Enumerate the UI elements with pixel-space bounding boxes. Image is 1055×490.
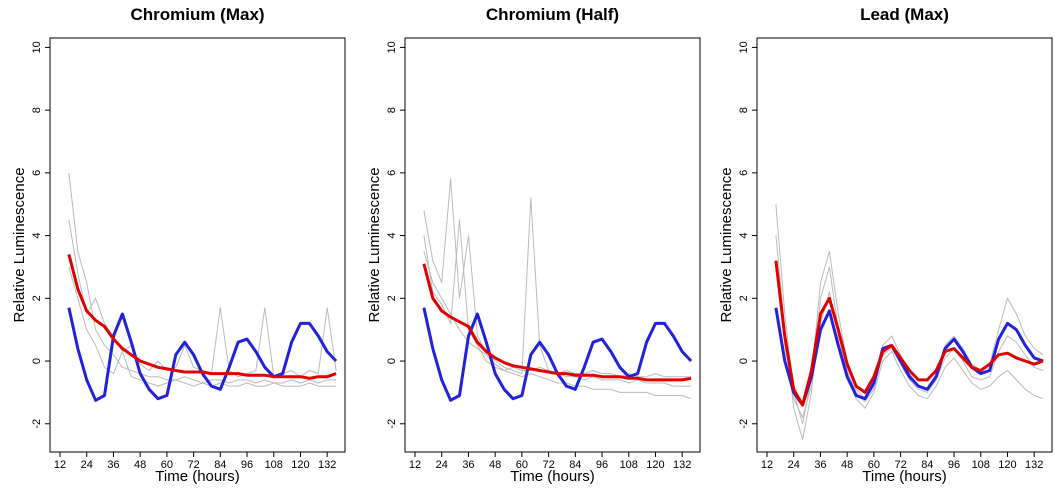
x-tick-label: 108 — [265, 459, 283, 471]
series-line — [422, 263, 692, 382]
x-tick-label: 120 — [646, 459, 664, 471]
y-tick-label: 4 — [738, 233, 750, 239]
series-line — [774, 260, 1044, 407]
y-tick-label: 10 — [386, 41, 398, 53]
series-line — [423, 219, 692, 378]
x-tick-label: 48 — [134, 459, 146, 471]
x-tick-label: 84 — [569, 459, 581, 471]
y-axis-label: Relative Luminescence — [366, 167, 383, 322]
plot-frame — [756, 37, 1053, 453]
x-axis-label: Time (hours) — [510, 468, 594, 485]
y-axis-label: Relative Luminescence — [11, 167, 28, 322]
series-line — [68, 266, 337, 387]
series-line — [422, 307, 693, 402]
y-tick-label: 8 — [738, 107, 750, 113]
series-line — [68, 219, 337, 378]
x-tick-label: 132 — [318, 459, 336, 471]
x-tick-label: 108 — [620, 459, 638, 471]
x-tick-label: 48 — [489, 459, 501, 471]
x-axis-label: Time (hours) — [155, 468, 239, 485]
x-tick-label: 12 — [409, 459, 421, 471]
series-line — [423, 178, 692, 387]
x-tick-label: 36 — [814, 459, 826, 471]
y-tick-label: -2 — [386, 419, 398, 429]
x-tick-label: 84 — [214, 459, 226, 471]
y-tick-label: 6 — [386, 170, 398, 176]
x-tick-label: 48 — [841, 459, 853, 471]
y-tick-label: -2 — [738, 419, 750, 429]
x-tick-label: 132 — [1025, 459, 1043, 471]
chart-title: Chromium (Max) — [130, 5, 264, 24]
series-line — [67, 307, 338, 402]
x-tick-label: 96 — [241, 459, 253, 471]
y-tick-label: 6 — [31, 170, 43, 176]
chart-title: Chromium (Half) — [486, 5, 619, 24]
series-line — [67, 254, 337, 380]
series-line — [68, 172, 337, 384]
y-tick-label: -2 — [31, 419, 43, 429]
x-tick-label: 120 — [998, 459, 1016, 471]
y-tick-label: 2 — [31, 295, 43, 301]
chart-title: Lead (Max) — [860, 5, 949, 24]
y-axis-label: Relative Luminescence — [718, 167, 735, 322]
plot-frame — [404, 37, 701, 453]
x-tick-label: 84 — [921, 459, 933, 471]
x-tick-label: 72 — [542, 459, 554, 471]
y-tick-label: 2 — [386, 295, 398, 301]
x-axis-label: Time (hours) — [862, 468, 946, 485]
x-tick-label: 12 — [54, 459, 66, 471]
y-tick-label: 4 — [386, 233, 398, 239]
x-tick-label: 120 — [291, 459, 309, 471]
y-tick-label: 0 — [31, 358, 43, 364]
y-tick-label: 8 — [386, 107, 398, 113]
y-tick-label: 2 — [738, 295, 750, 301]
y-tick-label: 10 — [738, 41, 750, 53]
x-tick-label: 60 — [516, 459, 528, 471]
x-tick-label: 96 — [948, 459, 960, 471]
y-tick-label: 4 — [31, 233, 43, 239]
y-tick-label: 6 — [738, 170, 750, 176]
y-tick-label: 10 — [31, 41, 43, 53]
y-tick-label: 0 — [738, 358, 750, 364]
x-tick-label: 60 — [161, 459, 173, 471]
series-line — [775, 204, 1044, 425]
series-line — [774, 307, 1044, 407]
x-tick-label: 24 — [788, 459, 800, 471]
x-tick-label: 36 — [107, 459, 119, 471]
x-tick-label: 24 — [81, 459, 93, 471]
y-tick-label: 8 — [31, 107, 43, 113]
x-tick-label: 24 — [436, 459, 448, 471]
x-tick-label: 72 — [187, 459, 199, 471]
x-tick-label: 12 — [761, 459, 773, 471]
plot-frame — [49, 37, 346, 453]
x-tick-label: 132 — [673, 459, 691, 471]
x-tick-label: 96 — [596, 459, 608, 471]
x-tick-label: 60 — [868, 459, 880, 471]
series-line — [775, 235, 1044, 440]
x-tick-label: 36 — [462, 459, 474, 471]
x-tick-label: 108 — [972, 459, 990, 471]
x-tick-label: 72 — [894, 459, 906, 471]
y-tick-label: 0 — [386, 358, 398, 364]
